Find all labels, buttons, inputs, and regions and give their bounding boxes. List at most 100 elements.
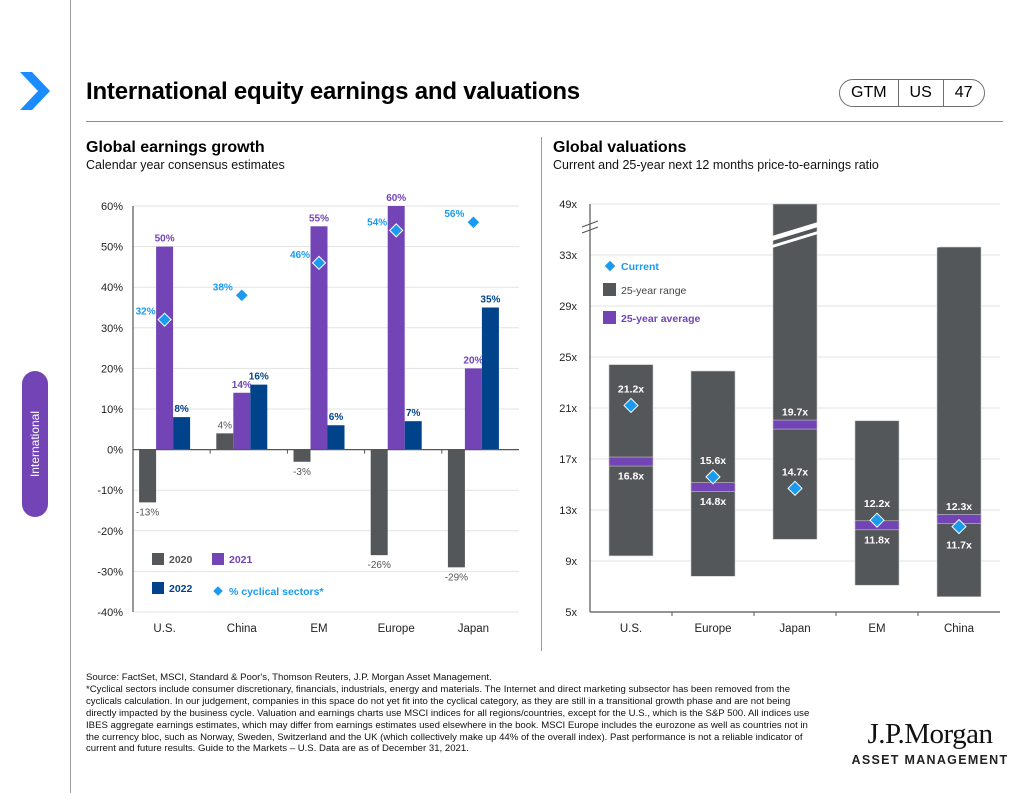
legend-label-2021: 2021	[229, 554, 253, 566]
y-tick-label: 50%	[101, 242, 123, 254]
average-marker-Japan	[772, 419, 818, 430]
data-label: 6%	[329, 412, 344, 423]
current-marker-EM	[869, 512, 885, 528]
bar-2022-Japan	[481, 307, 499, 450]
data-label: 60%	[386, 193, 406, 204]
earnings-chart-title: Global earnings growth	[86, 139, 265, 156]
bar-break-mark	[772, 231, 818, 248]
bar-2022-U.S.	[173, 417, 191, 450]
bar-2020-EM	[293, 449, 311, 462]
y-tick-label: 17x	[559, 454, 577, 466]
axis-break-mark	[581, 220, 599, 228]
x-tick-label: China	[944, 623, 975, 635]
data-label: -3%	[293, 467, 311, 478]
legend-label-2020: 2020	[169, 554, 193, 566]
cyclical-label: 46%	[290, 250, 310, 261]
legend-label-range: 25-year range	[621, 285, 687, 297]
bar-2022-Europe	[404, 421, 422, 450]
range-bar-EM	[854, 420, 900, 586]
legend-swatch-current	[603, 259, 617, 273]
y-tick-label: 25x	[559, 352, 577, 364]
title-divider	[86, 121, 1003, 122]
y-tick-label: 33x	[559, 250, 577, 262]
valuations-chart-subtitle: Current and 25-year next 12 months price…	[553, 158, 879, 172]
data-label: 8%	[174, 404, 189, 415]
bar-2020-China	[216, 433, 234, 450]
current-label: 21.2x	[618, 383, 644, 395]
legend-label-cyclical: % cyclical sectors*	[229, 586, 324, 598]
current-label: 12.2x	[864, 498, 890, 510]
y-tick-label: 49x	[559, 199, 577, 211]
earnings-growth-chart: 60% 50% 40% 30% 20% 10% 0% -10% -20% -30% -40% U.S.…	[97, 193, 519, 635]
left-margin-rule	[70, 0, 71, 793]
logo-wordmark: J.P.Morgan	[867, 718, 994, 750]
chevron-right-icon[interactable]	[18, 70, 52, 112]
x-tick-label: Japan	[458, 623, 489, 635]
average-label: 12.3x	[946, 501, 972, 513]
axis-break-mark	[581, 226, 599, 234]
x-tick-label: U.S.	[620, 623, 642, 635]
bar-2021-Europe	[387, 206, 405, 450]
average-label: 14.8x	[700, 496, 726, 508]
bar-2020-Europe	[370, 449, 388, 556]
data-label: -13%	[136, 507, 159, 518]
bar-2020-U.S.	[139, 449, 157, 503]
x-tick-label: U.S.	[153, 623, 175, 635]
y-tick-label: 9x	[565, 556, 577, 568]
bar-2022-EM	[327, 425, 345, 450]
legend-swatch-2020	[152, 553, 164, 565]
page-title: International equity earnings and valuat…	[86, 78, 580, 105]
cyclical-marker-EM	[311, 255, 327, 271]
legend-swatch-average	[603, 311, 616, 324]
cyclical-marker-Japan	[466, 215, 481, 230]
page-badge: GTM US 47	[839, 79, 985, 107]
y-tick-label: 13x	[559, 505, 577, 517]
current-marker-Europe	[705, 469, 721, 485]
x-tick-label: Europe	[694, 623, 731, 635]
y-tick-label: -40%	[97, 607, 123, 619]
legend-swatch-2022	[152, 582, 164, 594]
cyclical-label: 32%	[136, 307, 156, 318]
range-bar-China	[936, 246, 982, 598]
data-label: -29%	[445, 572, 468, 583]
cyclical-note: *Cyclical sectors include consumer discr…	[86, 683, 810, 755]
bar-break-mark	[772, 222, 818, 241]
badge-page-number: 47	[942, 80, 984, 106]
chart-divider	[541, 137, 542, 651]
bar-2021-EM	[310, 226, 328, 450]
legend-swatch-cyclical	[211, 584, 225, 598]
y-tick-label: 0%	[107, 445, 123, 457]
legend-label-2022: 2022	[169, 583, 193, 595]
x-tick-label: Europe	[378, 623, 415, 635]
average-label: 16.8x	[618, 471, 644, 483]
current-label: 14.7x	[782, 466, 808, 478]
current-label: 11.7x	[946, 540, 972, 552]
x-tick-label: EM	[310, 623, 327, 635]
data-label: 14%	[232, 380, 252, 391]
badge-region: US	[897, 80, 943, 106]
y-tick-label: -30%	[97, 566, 123, 578]
x-tick-label: China	[227, 623, 258, 635]
cyclical-label: 38%	[213, 282, 233, 293]
data-label: -26%	[368, 560, 391, 571]
badge-gtm: GTM	[851, 84, 887, 101]
y-tick-label: 60%	[101, 201, 123, 213]
source-note: Source: FactSet, MSCI, Standard & Poor's…	[86, 672, 492, 683]
bar-2021-China	[233, 392, 251, 450]
footnotes: Source: FactSet, MSCI, Standard & Poor's…	[86, 672, 816, 755]
current-marker-U.S.	[623, 397, 639, 414]
valuations-chart-title: Global valuations	[553, 139, 687, 156]
current-marker-China	[951, 518, 967, 535]
bar-break-mark	[936, 231, 982, 248]
data-label: 55%	[309, 213, 329, 224]
section-tab-international[interactable]: International	[22, 371, 48, 517]
data-label: 50%	[155, 234, 175, 245]
y-tick-label: 29x	[559, 301, 577, 313]
logo-tagline: ASSET MANAGEMENT	[851, 753, 1009, 767]
y-tick-label: -20%	[97, 526, 123, 538]
bar-2020-Japan	[447, 449, 465, 568]
y-tick-label: 10%	[101, 404, 123, 416]
cyclical-marker-Europe	[388, 223, 404, 238]
current-marker-Japan	[787, 480, 803, 497]
bar-2022-China	[250, 384, 268, 450]
